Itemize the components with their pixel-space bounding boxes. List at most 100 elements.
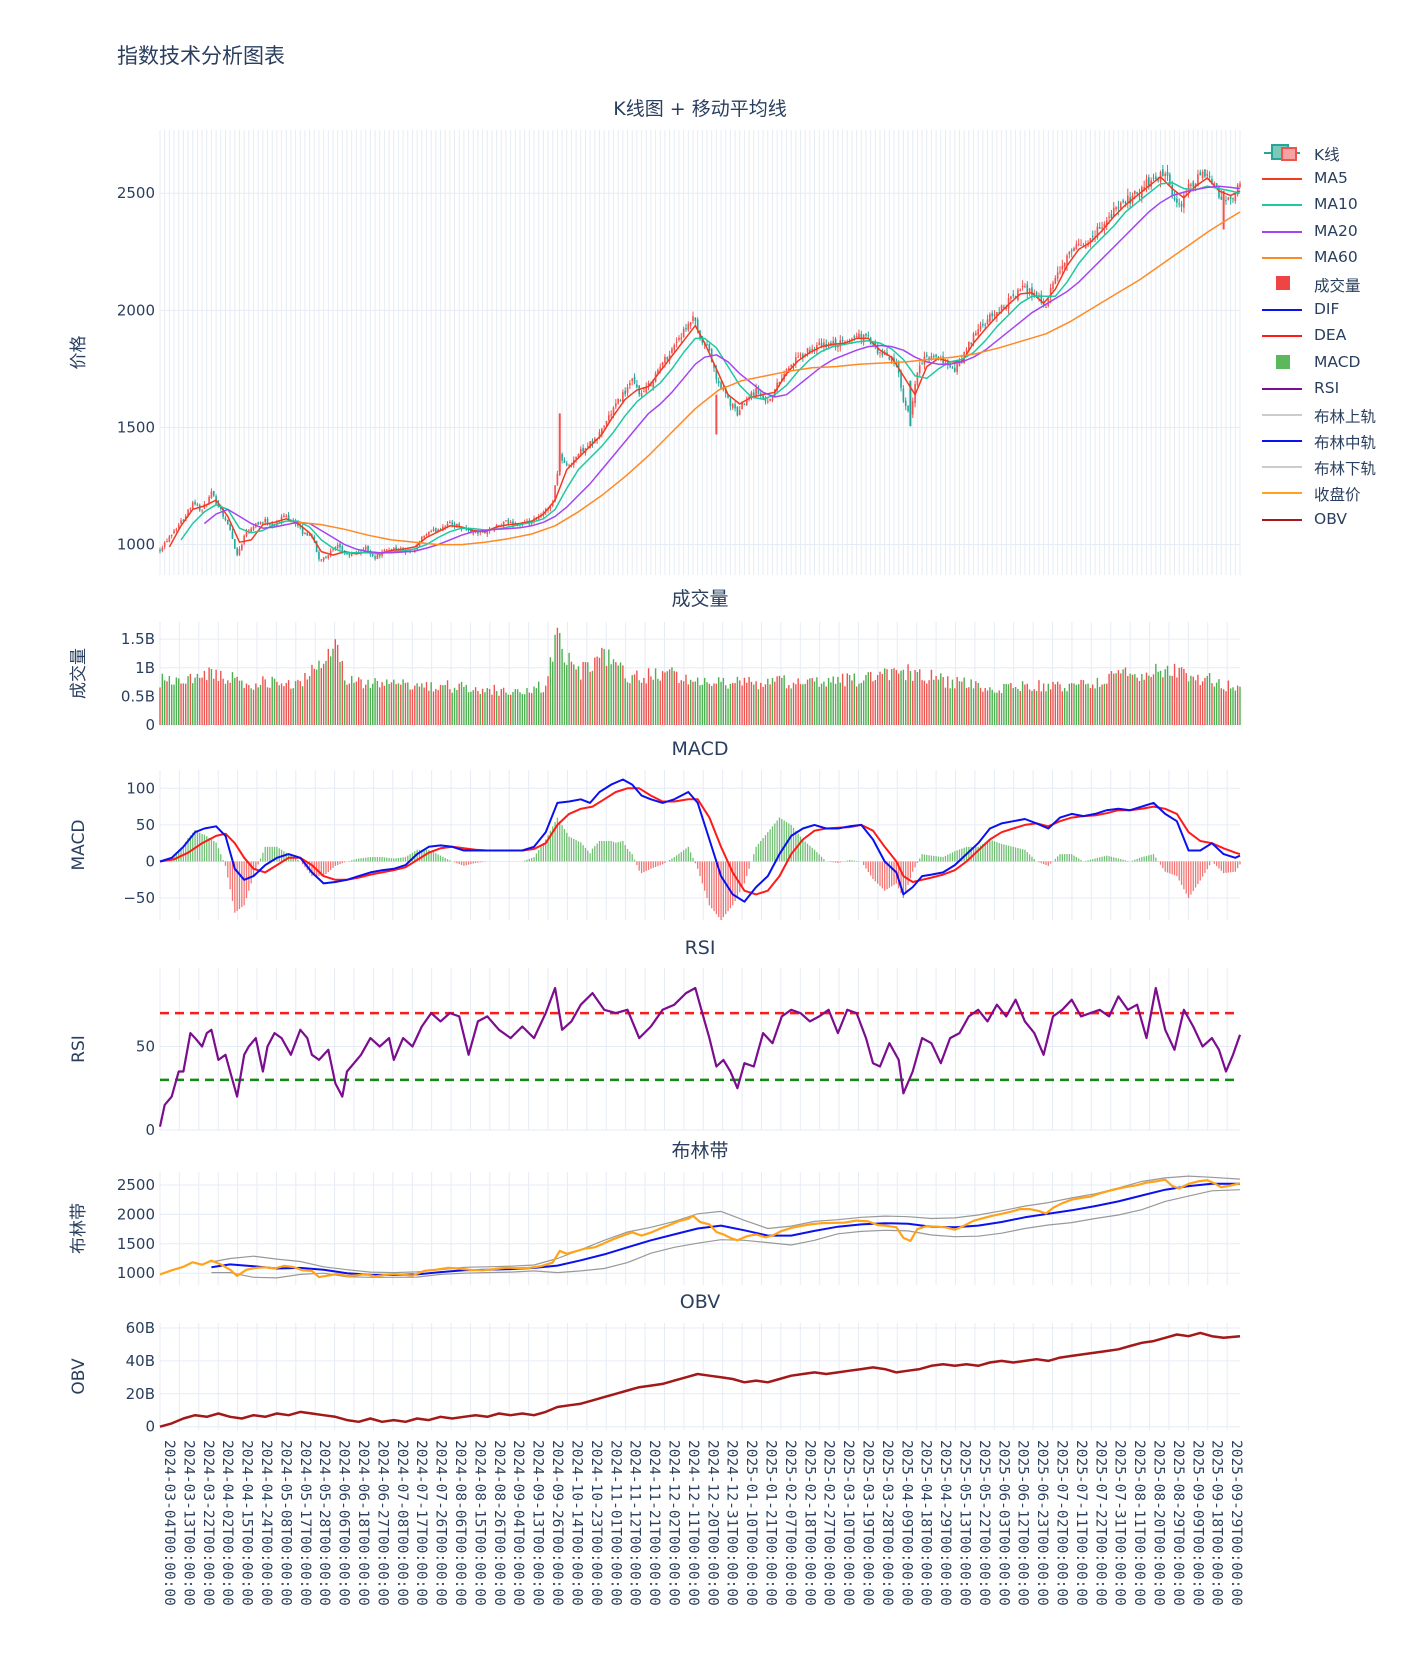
legend-label: 成交量 <box>1314 276 1361 295</box>
macd-bar <box>1068 854 1070 862</box>
legend-item[interactable]: MACD <box>1262 350 1412 376</box>
macd-bar <box>472 861 474 864</box>
volume-bar <box>208 667 210 725</box>
macd-bar <box>697 861 699 869</box>
volume-bar <box>1239 686 1241 725</box>
legend-item[interactable]: DIF <box>1262 297 1412 323</box>
volume-bar <box>1108 673 1110 725</box>
candle-body <box>902 388 905 402</box>
y-axis-label: 成交量 <box>69 648 89 699</box>
legend-item[interactable]: RSI <box>1262 376 1412 402</box>
macd-bar <box>729 861 732 909</box>
volume-bar <box>799 684 802 725</box>
macd-bar <box>914 861 916 868</box>
macd-bar <box>771 826 774 862</box>
candle-body <box>297 524 299 526</box>
legend-item[interactable]: MA60 <box>1262 245 1412 271</box>
volume-bar <box>287 680 290 725</box>
macd-bar <box>404 857 407 862</box>
volume-bar <box>250 688 252 725</box>
candle-body <box>315 541 318 553</box>
legend[interactable]: K线 MA5 MA10 MA20 MA60 成交量 DIF DEA MACD RSI 布林上轨 布林中… <box>1262 140 1412 533</box>
macd-bar <box>811 847 813 862</box>
candle-body <box>692 316 694 322</box>
macd-bar <box>563 828 566 862</box>
legend-item[interactable]: K线 <box>1262 140 1412 166</box>
macd-bar <box>650 861 652 869</box>
macd-bar <box>460 861 463 865</box>
legend-item[interactable]: MA20 <box>1262 219 1412 245</box>
legend-item[interactable]: OBV <box>1262 507 1412 533</box>
candle-body <box>1122 200 1124 203</box>
legend-item[interactable]: 布林下轨 <box>1262 454 1412 480</box>
legend-item[interactable]: 成交量 <box>1262 271 1412 297</box>
macd-bar <box>891 861 893 887</box>
volume-bar <box>820 683 823 725</box>
macd-bar <box>386 857 388 862</box>
macd-bar <box>654 861 657 868</box>
macd-bar <box>855 860 858 862</box>
macd-bar <box>926 854 928 862</box>
volume-bar <box>266 687 269 725</box>
candle-body <box>320 559 323 561</box>
macd-bar <box>584 847 587 862</box>
volume-bar <box>1000 693 1003 725</box>
volume-bar <box>848 675 851 725</box>
macd-bar <box>1092 859 1094 862</box>
volume-bar <box>1229 688 1232 725</box>
macd-bar <box>264 846 266 862</box>
volume-bar <box>566 664 568 725</box>
macd-bar <box>262 852 264 862</box>
volume-bar <box>1129 673 1131 725</box>
volume-bar <box>381 682 383 725</box>
macd-bar <box>1108 856 1110 862</box>
macd-bar <box>1000 843 1003 862</box>
candle-body <box>951 367 954 369</box>
legend-item[interactable]: 布林中轨 <box>1262 428 1412 454</box>
candle-body <box>437 529 439 532</box>
candle-body <box>984 324 987 326</box>
candle-body <box>170 534 173 537</box>
volume-bar <box>308 676 311 725</box>
candle-body <box>797 356 799 358</box>
x-tick-label: 2024-09-26T00:00:00 <box>549 1440 565 1606</box>
volume-bar <box>538 681 540 725</box>
macd-bar <box>930 855 933 862</box>
x-tick-label: 2025-01-10T00:00:00 <box>743 1440 759 1606</box>
candle-body <box>759 393 762 395</box>
volume-bar <box>715 683 718 725</box>
candle-body <box>776 382 778 391</box>
y-tick-label: 50 <box>136 1037 155 1055</box>
x-tick-label: 2024-12-02T00:00:00 <box>665 1440 681 1606</box>
volume-bar <box>421 683 423 725</box>
macd-bar <box>694 861 696 864</box>
candle-body <box>250 528 252 532</box>
volume-bar <box>647 668 650 725</box>
macd-bar <box>806 843 809 862</box>
candle-body <box>631 378 634 382</box>
legend-item[interactable]: MA10 <box>1262 192 1412 218</box>
volume-bar <box>318 660 320 725</box>
legend-item[interactable]: 布林上轨 <box>1262 402 1412 428</box>
legend-item[interactable]: MA5 <box>1262 166 1412 192</box>
candle-body <box>619 400 622 402</box>
macd-bar <box>612 841 615 862</box>
legend-item[interactable]: 收盘价 <box>1262 480 1412 506</box>
legend-item[interactable]: DEA <box>1262 323 1412 349</box>
volume-bar <box>343 680 346 725</box>
volume-bar <box>1131 674 1134 725</box>
candle-body <box>876 344 879 354</box>
macd-bar <box>739 861 741 893</box>
macd-bar <box>804 841 806 862</box>
volume-bar <box>227 680 229 725</box>
volume-bar <box>598 657 601 725</box>
candle-body <box>975 333 977 336</box>
volume-bar <box>664 672 666 725</box>
macd-bar <box>367 857 369 862</box>
candle-body <box>283 515 285 517</box>
macd-bar <box>830 861 832 863</box>
candle-body <box>1080 244 1082 246</box>
volume-bar <box>386 679 388 725</box>
macd-bar <box>189 835 192 862</box>
volume-bar <box>1068 683 1071 725</box>
